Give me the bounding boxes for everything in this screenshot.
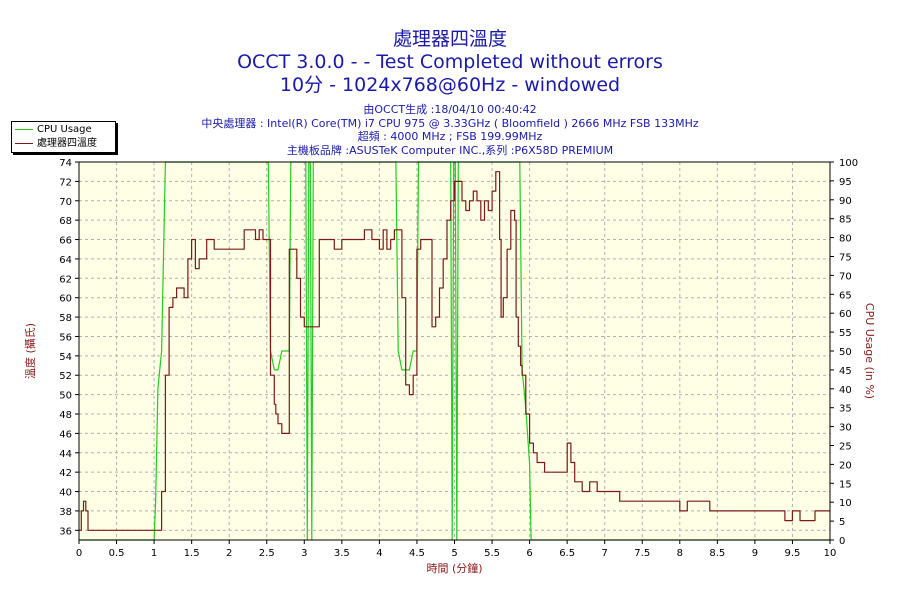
x-tick-label: 2 — [226, 548, 232, 559]
y-tick-label: 40 — [59, 488, 72, 499]
x-tick-label: 0 — [76, 548, 82, 559]
chart-title-block: 處理器四溫度 OCCT 3.0.0 - - Test Completed wit… — [0, 28, 900, 97]
y2-tick-label: 0 — [839, 536, 845, 547]
y-tick-label: 50 — [59, 391, 72, 402]
x-tick-label: 7.5 — [634, 548, 650, 559]
y-tick-label: 46 — [59, 429, 72, 440]
x-tick-label: 6 — [526, 548, 532, 559]
y-tick-label: 64 — [59, 255, 72, 266]
y-tick-label: 58 — [59, 313, 72, 324]
y2-tick-label: 100 — [839, 158, 858, 169]
legend-swatch-temperature — [15, 142, 33, 144]
y2-tick-label: 90 — [839, 196, 852, 207]
y2-tick-label: 15 — [839, 479, 852, 490]
y-tick-label: 36 — [59, 526, 72, 537]
y-tick-label: 48 — [59, 410, 72, 421]
y2-tick-label: 25 — [839, 442, 852, 453]
info-cpu-line: 中央處理器 : Intel(R) Core(TM) i7 CPU 975 @ 3… — [201, 116, 699, 130]
x-tick-label: 1.5 — [184, 548, 200, 559]
x-tick-label: 9.5 — [784, 548, 800, 559]
x-tick-label: 4.5 — [409, 548, 425, 559]
legend-label-cpu-usage: CPU Usage — [37, 124, 92, 135]
info-generated-line: 由OCCT生成 :18/04/10 00:40:42 — [363, 103, 537, 116]
x-tick-label: 6.5 — [559, 548, 575, 559]
y-tick-label: 56 — [59, 332, 72, 343]
x-tick-label: 3 — [301, 548, 307, 559]
chart-subtitle-duration: 10分 - 1024x768@60Hz - windowed — [279, 74, 621, 96]
legend-item-cpu-usage: CPU Usage — [15, 123, 92, 137]
y-tick-label: 66 — [59, 236, 72, 247]
y-tick-label: 70 — [59, 197, 72, 208]
x-axis-title: 時間 (分鐘) — [426, 561, 482, 575]
plot-frame — [78, 161, 831, 541]
y-axis-right-ticks: 0 5 10 15 20 25 30 35 40 45 50 55 60 65 70 75 80 85 90 95 10… — [830, 158, 858, 547]
series-line-temperature — [79, 171, 830, 531]
x-tick-label: 9 — [752, 548, 758, 559]
x-tick-label: 4 — [376, 548, 382, 559]
y2-tick-label: 95 — [839, 177, 852, 188]
y2-tick-label: 70 — [839, 271, 852, 282]
y2-tick-label: 55 — [839, 328, 852, 339]
y-tick-label: 62 — [59, 274, 72, 285]
y-tick-label: 44 — [59, 449, 72, 460]
x-tick-label: 5.5 — [484, 548, 500, 559]
chart-legend: CPU Usage 處理器四溫度 — [11, 121, 116, 153]
y-tick-label: 42 — [59, 468, 72, 479]
x-tick-label: 1 — [151, 548, 157, 559]
y-tick-label: 68 — [59, 216, 72, 227]
x-tick-label: 0.5 — [109, 548, 125, 559]
x-axis-ticks: 0 0.5 1 1.5 2 2.5 3 3.5 4 4.5 5 5.5 6 6.5 7 7.5 8 8.5 9 9.5… — [76, 540, 837, 559]
y2-tick-label: 30 — [839, 423, 852, 434]
info-motherboard-line: 主機板品牌 :ASUSTeK Computer INC.,系列 :P6X58D … — [286, 143, 614, 157]
y-tick-label: 72 — [59, 177, 72, 188]
y2-tick-label: 60 — [839, 309, 852, 320]
x-tick-label: 7 — [602, 548, 608, 559]
y-tick-label: 74 — [59, 158, 72, 169]
x-tick-label: 8.5 — [709, 548, 725, 559]
y-axis-right-title: CPU Usage (in %) — [863, 303, 876, 399]
x-tick-label: 8 — [677, 548, 683, 559]
y-axis-left-title: 溫度 (攝氏) — [23, 323, 37, 379]
y2-tick-label: 75 — [839, 253, 852, 264]
y2-tick-label: 50 — [839, 347, 852, 358]
y2-tick-label: 10 — [839, 498, 852, 509]
x-tick-label: 2.5 — [259, 548, 275, 559]
grid-lines — [79, 162, 830, 540]
x-tick-label: 5 — [451, 548, 457, 559]
y-tick-label: 60 — [59, 294, 72, 305]
y2-tick-label: 80 — [839, 234, 852, 245]
y2-tick-label: 40 — [839, 385, 852, 396]
y2-tick-label: 20 — [839, 460, 852, 471]
y2-tick-label: 45 — [839, 366, 852, 377]
y2-tick-label: 5 — [839, 517, 845, 528]
system-info-block: 由OCCT生成 :18/04/10 00:40:42 中央處理器 : Intel… — [0, 103, 900, 157]
info-overclock-line: 超頻 : 4000 MHz ; FSB 199.99MHz — [357, 130, 543, 143]
y-tick-label: 54 — [59, 352, 72, 363]
y-tick-label: 52 — [59, 371, 72, 382]
chart-title: 處理器四溫度 — [392, 28, 507, 50]
y2-tick-label: 35 — [839, 404, 852, 415]
y-tick-label: 38 — [59, 507, 72, 518]
legend-label-temperature: 處理器四溫度 — [37, 138, 97, 149]
x-tick-label: 10 — [824, 548, 837, 559]
y2-tick-label: 65 — [839, 290, 852, 301]
chart-subtitle-test-status: OCCT 3.0.0 - - Test Completed without er… — [237, 51, 663, 73]
y2-tick-label: 85 — [839, 215, 852, 226]
x-tick-label: 3.5 — [334, 548, 350, 559]
y-axis-left-ticks: 36 38 40 42 44 46 48 50 52 54 56 58 60 62 64 66 68 70 72 74 — [59, 158, 79, 537]
legend-item-temperature: 處理器四溫度 — [15, 137, 97, 151]
legend-swatch-cpu-usage — [15, 128, 33, 130]
